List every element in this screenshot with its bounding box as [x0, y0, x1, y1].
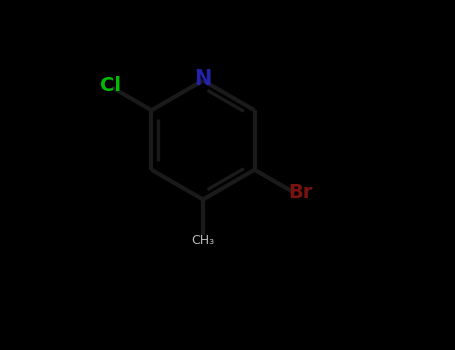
Text: Cl: Cl [100, 76, 121, 95]
Text: CH₃: CH₃ [192, 234, 215, 247]
Text: Br: Br [288, 183, 313, 202]
Text: N: N [194, 69, 212, 89]
